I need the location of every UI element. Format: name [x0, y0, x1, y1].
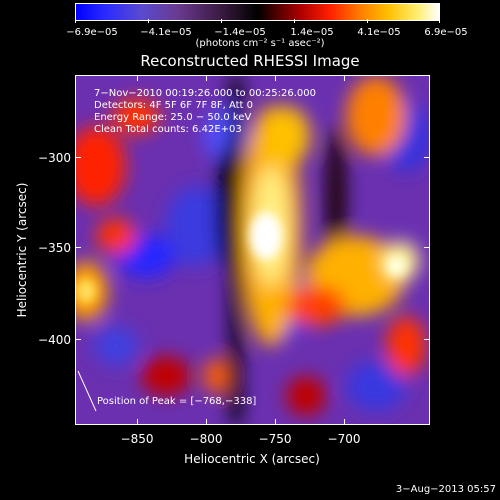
- x-tick-mark: [206, 75, 207, 81]
- colorbar-tick-label: 4.1e−05: [357, 27, 401, 38]
- peak-position-label: Position of Peak = [−768,−338]: [97, 396, 257, 407]
- x-tick-mark: [275, 75, 276, 81]
- colorbar-tick-label: −1.4e−05: [214, 27, 266, 38]
- colorbar-tick: [75, 19, 76, 23]
- y-tick-label: −300: [38, 151, 71, 165]
- colorbar-tick: [294, 19, 295, 23]
- y-tick-mark: [424, 157, 430, 158]
- colorbar: [75, 3, 440, 21]
- x-tick-mark: [137, 75, 138, 81]
- x-tick-mark: [137, 419, 138, 425]
- plot-title: Reconstructed RHESSI Image: [140, 52, 360, 70]
- y-tick-mark: [75, 339, 81, 340]
- colorbar-tick: [439, 19, 440, 23]
- colorbar-tick-label: −6.9e−05: [66, 27, 118, 38]
- y-tick-mark: [75, 247, 81, 248]
- image-plot: [75, 75, 430, 425]
- colorbar-units: (photons cm⁻² s⁻¹ asec⁻²): [195, 38, 325, 49]
- x-tick-label: −800: [189, 432, 223, 446]
- x-tick-mark: [275, 419, 276, 425]
- x-tick-mark: [344, 75, 345, 81]
- colorbar-tick-label: 1.4e−05: [290, 27, 334, 38]
- x-tick-mark: [344, 419, 345, 425]
- colorbar-tick-label: 6.9e−05: [424, 27, 468, 38]
- colorbar-tick-label: −4.1e−05: [140, 27, 192, 38]
- x-tick-label: −850: [120, 432, 154, 446]
- date-stamp: 3−Aug−2013 05:57: [395, 484, 496, 495]
- detectors-label: Detectors: 4F 5F 6F 7F 8F, Att 0: [94, 100, 254, 111]
- time-range-label: 7−Nov−2010 00:19:26.000 to 00:25:26.000: [94, 88, 317, 99]
- y-axis-label: Heliocentric Y (arcsec): [15, 182, 29, 318]
- clean-total-counts-label: Clean Total counts: 6.42E+03: [94, 124, 242, 135]
- y-tick-label: −400: [38, 333, 71, 347]
- x-tick-mark: [206, 419, 207, 425]
- energy-range-label: Energy Range: 25.0 − 50.0 keV: [94, 112, 252, 123]
- x-tick-label: −700: [327, 432, 361, 446]
- x-tick-label: −750: [258, 432, 292, 446]
- y-tick-label: −350: [38, 241, 71, 255]
- colorbar-tick: [148, 19, 149, 23]
- y-tick-mark: [75, 157, 81, 158]
- y-tick-mark: [424, 339, 430, 340]
- x-axis-label: Heliocentric X (arcsec): [184, 452, 320, 466]
- rhessi-heatmap: [76, 76, 429, 424]
- y-tick-mark: [424, 247, 430, 248]
- colorbar-tick: [221, 19, 222, 23]
- colorbar-tick: [367, 19, 368, 23]
